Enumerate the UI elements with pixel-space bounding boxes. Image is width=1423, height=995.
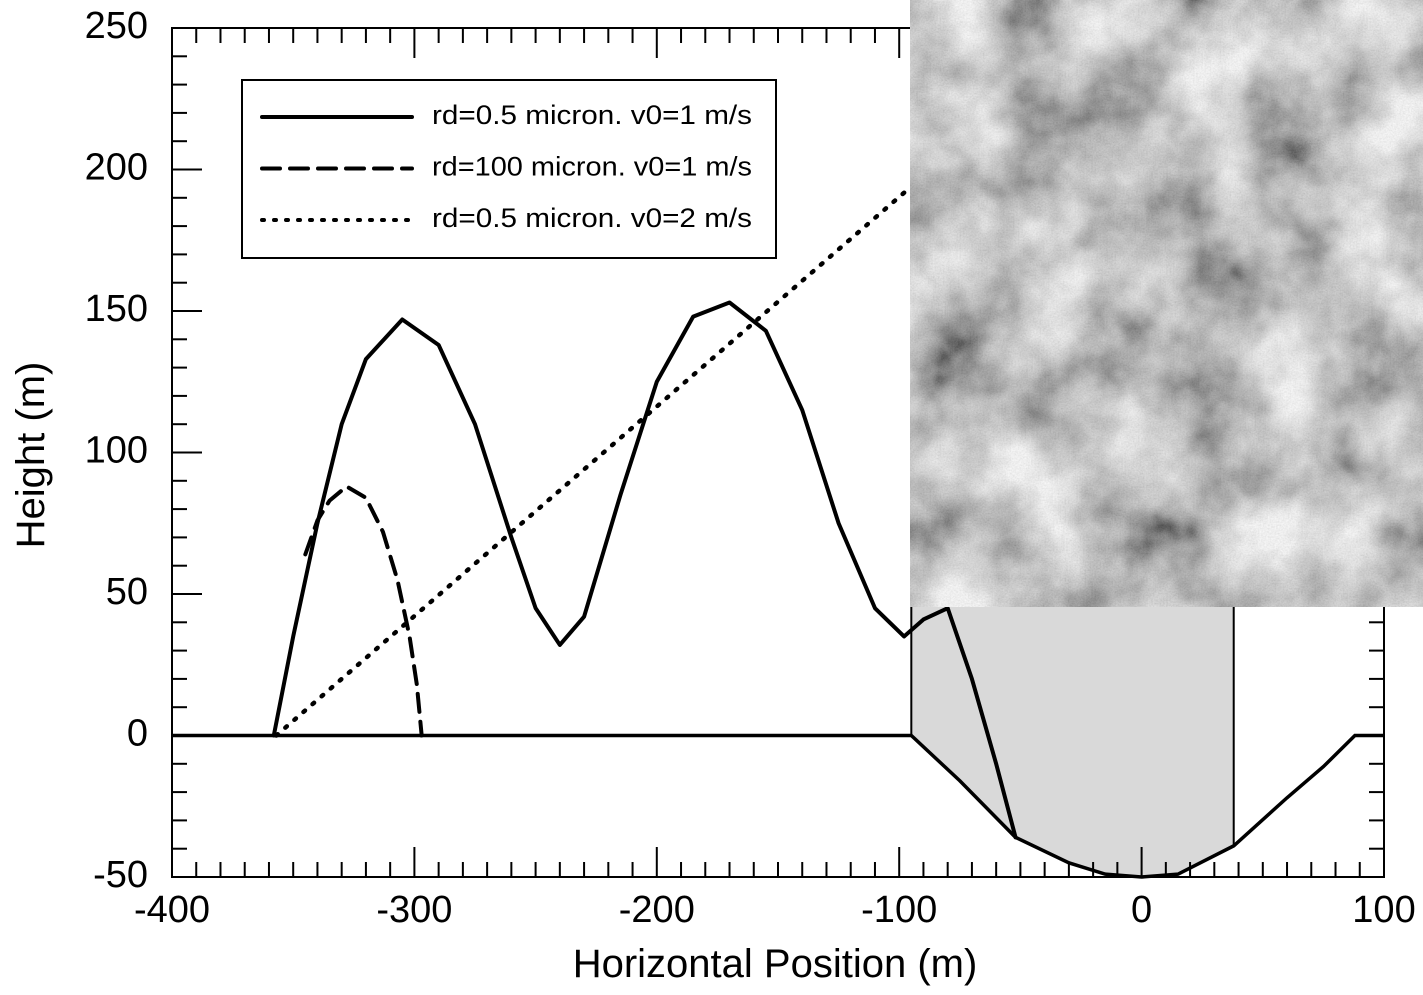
y-tick-label: 0 <box>127 713 148 755</box>
x-tick-label: 100 <box>1352 889 1415 931</box>
y-tick-label: 250 <box>85 5 148 47</box>
x-axis-title: Horizontal Position (m) <box>573 942 978 986</box>
legend-label: rd=100 micron. v0=1 m/s <box>432 152 752 182</box>
x-tick-label: -100 <box>861 889 937 931</box>
series-line <box>303 484 424 738</box>
y-tick-label: 50 <box>106 571 148 613</box>
x-tick-label: -300 <box>376 889 452 931</box>
legend-label: rd=0.5 micron. v0=1 m/s <box>432 100 752 130</box>
x-tick-label: -400 <box>134 889 210 931</box>
legend-label: rd=0.5 micron. v0=2 m/s <box>432 203 752 233</box>
y-tick-label: 150 <box>85 288 148 330</box>
x-tick-label: 0 <box>1131 889 1152 931</box>
plot-lines <box>172 184 1384 879</box>
terrain-line <box>172 733 1384 879</box>
inset-photo <box>910 0 1423 607</box>
y-tick-label: 200 <box>85 147 148 189</box>
y-axis-title: Height (m) <box>9 362 53 549</box>
series-line <box>271 300 1018 840</box>
y-tick-label: 100 <box>85 430 148 472</box>
y-tick-label: -50 <box>93 854 148 896</box>
x-tick-label: -200 <box>619 889 695 931</box>
series-line <box>273 184 914 738</box>
inset-grain <box>910 0 1423 607</box>
legend: rd=0.5 micron. v0=1 m/s rd=100 micron. v0… <box>241 79 777 259</box>
